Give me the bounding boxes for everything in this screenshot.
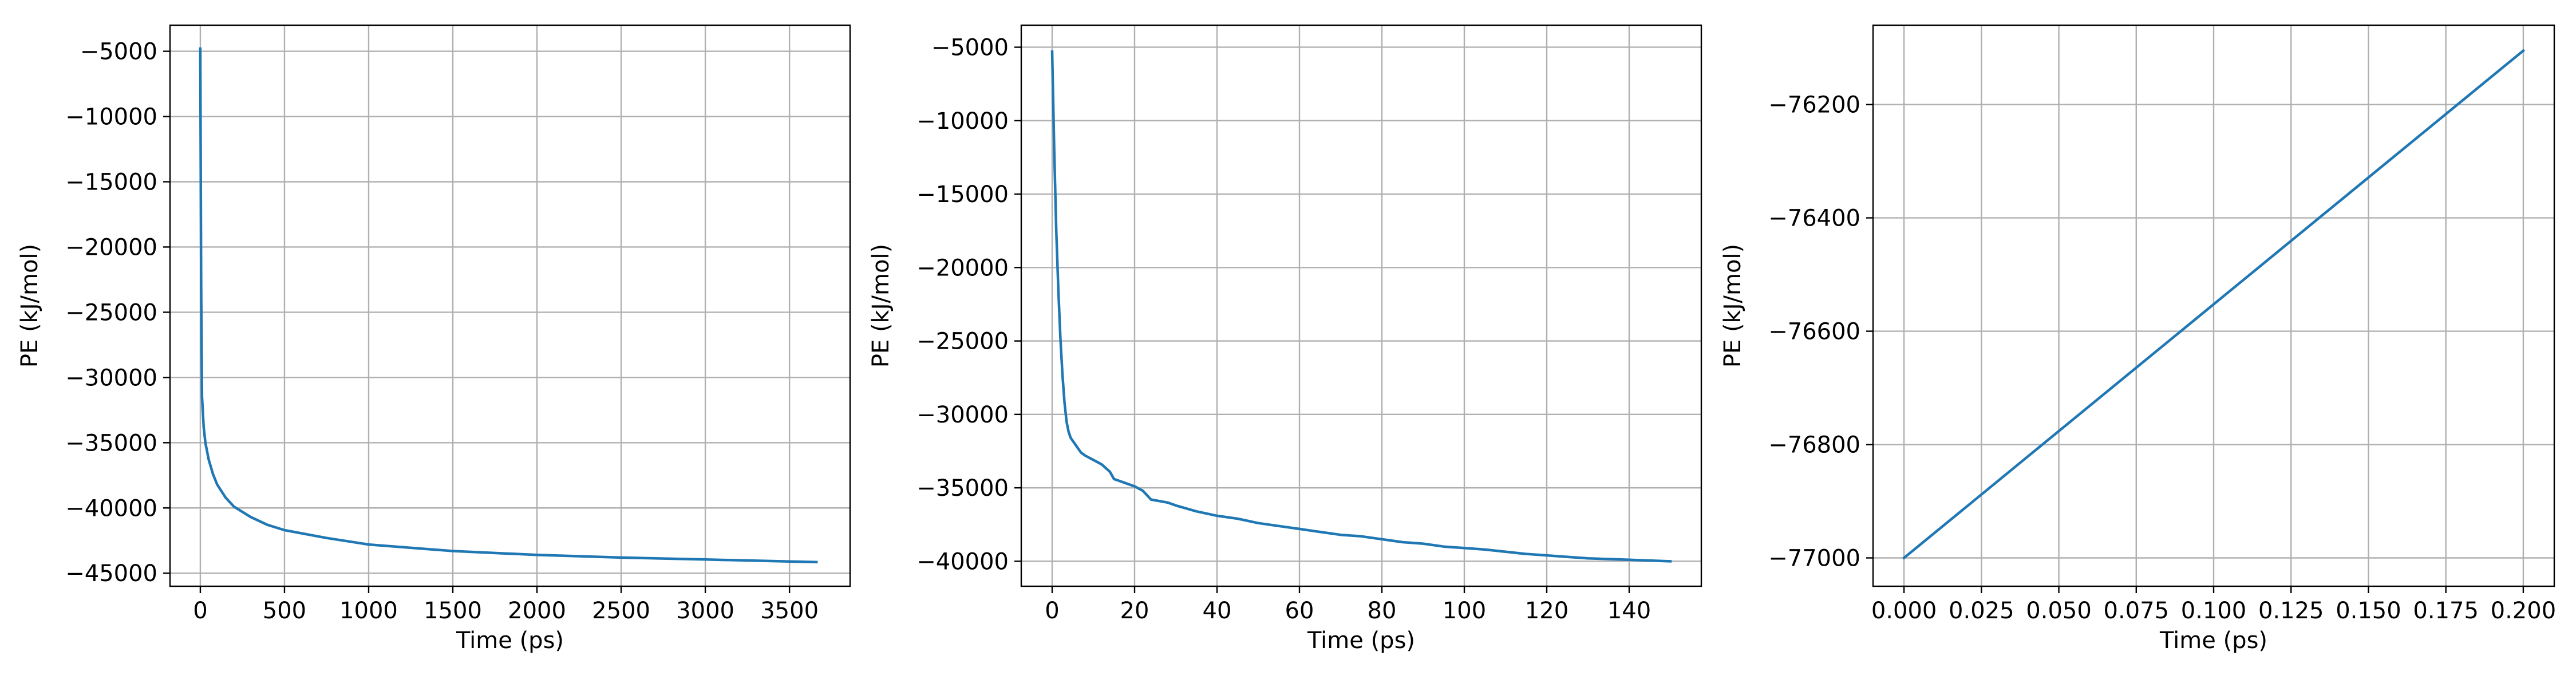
x-tick-label: 1500: [424, 598, 482, 624]
x-tick-label: 0.100: [2181, 598, 2247, 624]
series-line: [1902, 49, 2526, 560]
series-line: [1050, 50, 1672, 563]
x-tick-label: 80: [1368, 598, 1397, 624]
x-axis-label: Time (ps): [456, 627, 564, 654]
y-tick-label: −77000: [1768, 546, 1860, 572]
chart-panel-3: 0.000 0.025 0.050 0.075 0.100 0.125 0.150 0.175…: [1720, 24, 2557, 654]
chart-panel-2: 0 20 40 60 80 100 120 140 −5000 −10000 −15000 −2000…: [868, 24, 1702, 654]
y-tick-label: −35000: [916, 475, 1009, 502]
y-tick-label: −25000: [65, 299, 157, 326]
y-tick-label: −5000: [931, 34, 1009, 61]
y-tick-label: −40000: [65, 495, 157, 522]
x-tick-label: 20: [1120, 598, 1149, 624]
x-tick-label: 0.200: [2491, 598, 2557, 624]
y-tick-label: −76600: [1768, 319, 1860, 345]
x-tick-label: 0: [193, 598, 207, 624]
x-tick-label: 0.175: [2413, 598, 2479, 624]
y-tick-label: −25000: [916, 329, 1009, 355]
x-tick-label: 0.050: [2026, 598, 2092, 624]
x-tick-label: 100: [1443, 598, 1486, 624]
y-tick-label: −10000: [65, 104, 157, 131]
y-tick-label: −20000: [916, 255, 1009, 281]
x-tick-label: 2000: [508, 598, 566, 624]
y-tick-label: −76200: [1768, 92, 1860, 119]
y-tick-label: −15000: [65, 169, 157, 195]
y-tick-label: −30000: [65, 365, 157, 391]
x-tick-label: 500: [263, 598, 306, 624]
x-tick-label: 0.075: [2104, 598, 2170, 624]
x-tick-label: 2500: [592, 598, 650, 624]
x-tick-label: 40: [1203, 598, 1232, 624]
x-axis-label: Time (ps): [2159, 627, 2267, 654]
y-axis-label: PE (kJ/mol): [1720, 244, 1746, 368]
x-tick-label: 60: [1285, 598, 1314, 624]
y-tick-label: −45000: [65, 560, 157, 587]
x-tick-label: 120: [1525, 598, 1568, 624]
y-tick-label: −15000: [916, 181, 1009, 208]
series-line: [199, 47, 818, 564]
x-tick-label: 0: [1045, 598, 1059, 624]
x-tick-label: 3500: [760, 598, 819, 624]
y-axis-label: PE (kJ/mol): [868, 244, 894, 368]
y-tick-label: −10000: [916, 108, 1009, 135]
x-tick-label: 0.025: [1949, 598, 2014, 624]
x-tick-label: 3000: [676, 598, 734, 624]
y-tick-label: −5000: [80, 39, 157, 65]
axes-frame: [169, 24, 851, 587]
y-axis-label: PE (kJ/mol): [17, 244, 43, 368]
x-axis-label: Time (ps): [1307, 627, 1415, 654]
y-tick-label: −20000: [65, 234, 157, 260]
y-tick-label: −35000: [65, 430, 157, 456]
axes-frame: [1020, 24, 1702, 587]
x-tick-label: 0.125: [2258, 598, 2324, 624]
chart-panel-1: 0 500 1000 1500 2000 2500 3000 3500 −5000 −10000 −…: [17, 24, 851, 654]
y-tick-label: −76800: [1768, 432, 1860, 459]
x-tick-label: 0.000: [1871, 598, 1937, 624]
y-tick-label: −40000: [916, 548, 1009, 575]
x-tick-label: 1000: [339, 598, 398, 624]
x-tick-label: 0.150: [2336, 598, 2401, 624]
x-tick-label: 140: [1607, 598, 1651, 624]
y-tick-label: −30000: [916, 402, 1009, 428]
y-tick-label: −76400: [1768, 206, 1860, 232]
